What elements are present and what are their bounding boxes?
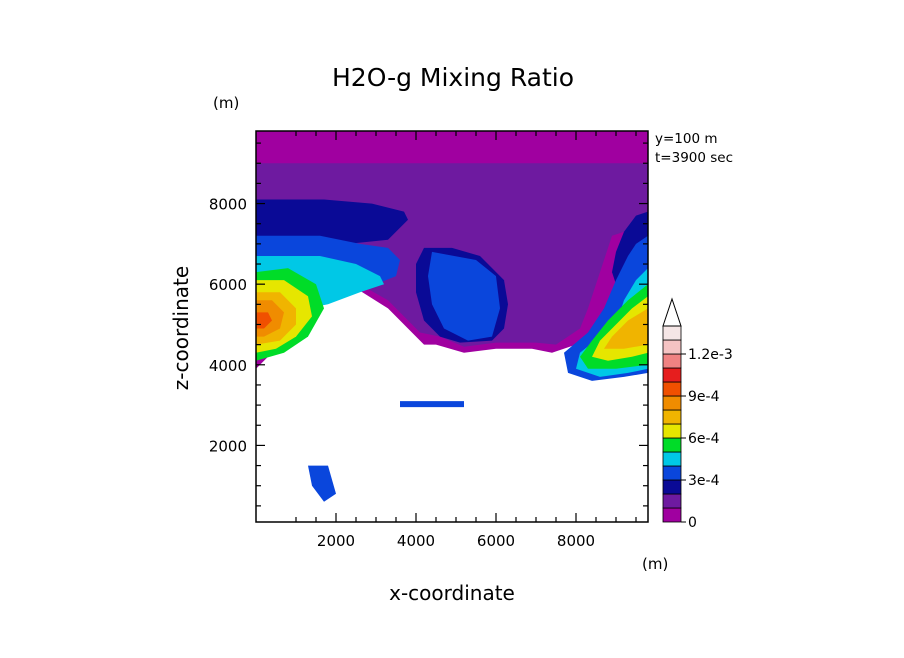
colorbar-swatch xyxy=(662,339,682,355)
contour-region-9 xyxy=(400,401,464,408)
colorbar-swatch xyxy=(662,451,682,467)
colorbar-swatch xyxy=(662,437,682,453)
colorbar-swatch xyxy=(662,409,682,425)
colorbar-swatch xyxy=(662,493,682,509)
colorbar-label: 3e-4 xyxy=(688,473,720,489)
y-axis-label: z-coordinate xyxy=(169,266,193,390)
x-tick-label: 2000 xyxy=(317,532,355,550)
colorbar-swatch xyxy=(662,367,682,383)
contour-region-17 xyxy=(604,308,648,349)
y-tick-label: 4000 xyxy=(209,357,247,375)
contour-regions xyxy=(256,131,648,502)
y-tick-label: 8000 xyxy=(209,196,247,214)
y-tick-label: 6000 xyxy=(209,276,247,294)
contour-region-2 xyxy=(256,199,408,244)
plot-frame xyxy=(255,130,649,523)
contour-region-8 xyxy=(308,465,336,502)
x-tick-label: 8000 xyxy=(557,532,595,550)
y-tick-label: 2000 xyxy=(209,437,247,455)
colorbar-swatch xyxy=(662,395,682,411)
colorbar-label: 1.2e-3 xyxy=(688,347,733,363)
chart-title: H2O-g Mixing Ratio xyxy=(332,63,574,92)
colorbar-label: 0 xyxy=(688,515,697,531)
x-axis-unit: (m) xyxy=(642,555,668,573)
colorbar-swatch xyxy=(662,465,682,481)
colorbar-swatch xyxy=(662,423,682,439)
colorbar: 0 3e-4 6e-4 9e-4 1.2e-3 xyxy=(662,297,733,531)
x-tick-label: 6000 xyxy=(477,532,515,550)
colorbar-label: 9e-4 xyxy=(688,389,720,405)
colorbar-swatch xyxy=(662,353,682,369)
x-tick-label: 4000 xyxy=(397,532,435,550)
colorbar-swatch xyxy=(662,479,682,495)
colorbar-extend-arrow xyxy=(662,297,682,327)
colorbar-swatch xyxy=(662,381,682,397)
y-axis-unit: (m) xyxy=(213,94,239,112)
contour-region-6 xyxy=(428,251,500,341)
info-time: t=3900 sec xyxy=(655,150,733,166)
axis-ticks: 2000 4000 6000 8000 2000 4000 6000 8000 xyxy=(209,131,648,550)
colorbar-swatch xyxy=(662,507,682,523)
colorbar-label: 6e-4 xyxy=(688,431,720,447)
info-y-position: y=100 m xyxy=(655,131,718,147)
x-axis-label: x-coordinate xyxy=(389,581,515,605)
colorbar-swatch xyxy=(662,325,682,341)
